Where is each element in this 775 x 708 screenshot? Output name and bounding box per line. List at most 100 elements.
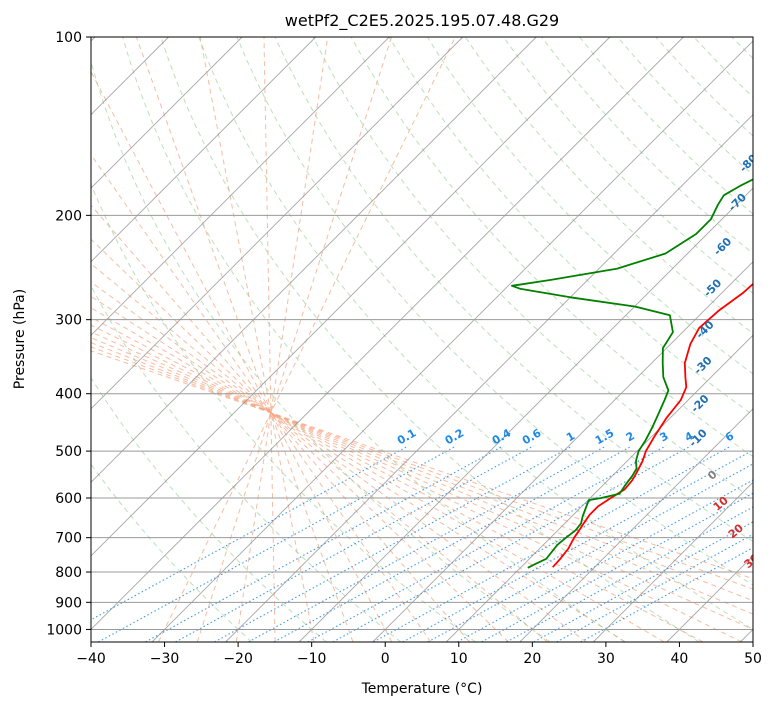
grid-lines bbox=[91, 37, 753, 642]
mixing-ratio-line bbox=[506, 506, 753, 642]
skew-line-label: -90 bbox=[758, 100, 775, 123]
skew-line-label: -40 bbox=[693, 318, 716, 341]
mixing-ratio-label: 0.6 bbox=[520, 426, 544, 447]
moist-adiabat-line bbox=[91, 153, 432, 642]
isotherm-line bbox=[91, 37, 317, 263]
moist-adiabat-line bbox=[91, 316, 704, 642]
dry-adiabat-line bbox=[770, 37, 775, 642]
mixing-ratio-line bbox=[402, 449, 753, 642]
moist-adiabat-line bbox=[91, 295, 626, 642]
dry-adiabat-line bbox=[274, 37, 753, 543]
isotherm-line bbox=[151, 40, 753, 642]
plot-frame bbox=[90, 36, 754, 643]
isotherm-line bbox=[519, 408, 753, 642]
mixing-ratio-line bbox=[481, 492, 753, 642]
skew-line-label: -100 bbox=[748, 71, 775, 100]
y-tick-label: 400 bbox=[55, 387, 82, 403]
moist-adiabat-label: 40 bbox=[758, 581, 775, 601]
isotherm-line bbox=[372, 261, 753, 642]
y-tick-label: 1000 bbox=[46, 622, 82, 638]
dewpoint-line bbox=[511, 178, 753, 569]
dry-adiabat-line bbox=[655, 37, 753, 137]
mixing-ratio-line bbox=[145, 445, 504, 642]
mixing-ratio-line bbox=[580, 547, 753, 642]
x-tick-label: 40 bbox=[671, 651, 689, 667]
mixing-ratio-label: 0.4 bbox=[490, 426, 514, 447]
moist-adiabat-line bbox=[196, 37, 392, 642]
x-tick-label: −10 bbox=[297, 651, 327, 667]
isotherm-line bbox=[91, 37, 464, 410]
isotherm-line bbox=[91, 37, 684, 631]
dry-adiabat-line bbox=[693, 37, 753, 98]
isotherm-line bbox=[592, 481, 753, 642]
mixing-ratio-label: 1 bbox=[564, 429, 577, 444]
y-axis-label: Pressure (hPa) bbox=[12, 289, 28, 389]
dry-adiabat-line bbox=[91, 463, 253, 642]
y-tick-label: 700 bbox=[55, 531, 82, 547]
x-tick-label: 0 bbox=[381, 651, 390, 667]
skew-line-label: -50 bbox=[701, 276, 724, 299]
dry-adiabat-line bbox=[91, 59, 551, 642]
moist-adiabat-line bbox=[91, 331, 753, 630]
skew-line-label: -80 bbox=[737, 152, 760, 175]
isotherm-line bbox=[445, 334, 753, 642]
isotherm-line bbox=[91, 37, 243, 189]
mixing-ratio-line bbox=[175, 445, 534, 642]
moist-adiabat-line bbox=[91, 204, 471, 642]
moist-adiabat-line bbox=[91, 346, 753, 590]
isotherm-line bbox=[91, 37, 611, 557]
dry-adiabat-line bbox=[388, 37, 753, 416]
mixing-ratio-line bbox=[273, 445, 633, 642]
mixing-ratio-line bbox=[427, 463, 753, 642]
moist-adiabat-line bbox=[91, 324, 743, 642]
dry-adiabat-line bbox=[122, 37, 625, 642]
x-tick-label: −30 bbox=[150, 651, 180, 667]
mixing-ratio-label: 3 bbox=[658, 429, 671, 444]
moist-adiabat-line bbox=[135, 37, 354, 642]
x-tick-label: −20 bbox=[223, 651, 253, 667]
x-tick-label: 30 bbox=[597, 651, 615, 667]
chart-title: wetPf2_C2E5.2025.195.07.48.G29 bbox=[285, 11, 559, 31]
isotherm-line bbox=[225, 113, 753, 642]
x-axis: −40 −30 −20 −10 0 10 20 30 40 50 bbox=[76, 642, 762, 667]
mixing-ratio-line bbox=[307, 445, 667, 642]
mixing-ratio-label: 8 bbox=[752, 429, 765, 444]
x-tick-label: 50 bbox=[744, 651, 762, 667]
x-tick-label: 10 bbox=[450, 651, 468, 667]
mixing-ratio-line bbox=[91, 445, 409, 621]
moist-adiabat-line bbox=[91, 238, 509, 642]
dry-adiabat-line bbox=[236, 37, 753, 586]
mixing-ratio-line bbox=[457, 479, 753, 642]
y-tick-label: 800 bbox=[55, 565, 82, 581]
moist-adiabat-line bbox=[91, 307, 665, 642]
skew-line-label: -20 bbox=[688, 392, 711, 415]
moist-adiabat-line bbox=[91, 350, 753, 580]
background-lines bbox=[0, 37, 775, 642]
moist-adiabat-line bbox=[91, 263, 548, 642]
moist-adiabat-line bbox=[199, 37, 315, 642]
y-tick-label: 100 bbox=[55, 30, 82, 46]
isotherm-line bbox=[298, 187, 753, 642]
moist-adiabat-label: 30 bbox=[742, 551, 762, 571]
dry-adiabat-line bbox=[91, 182, 476, 642]
temperature-line bbox=[552, 282, 753, 568]
dry-adiabat-line bbox=[91, 376, 327, 642]
mixing-ratio-line bbox=[214, 445, 573, 642]
skew-line-label: -10 bbox=[686, 426, 709, 449]
dry-adiabat-line bbox=[617, 37, 753, 176]
moist-adiabat-line bbox=[263, 37, 276, 642]
y-tick-label: 300 bbox=[55, 313, 82, 329]
skew-line-label: -30 bbox=[691, 354, 714, 377]
mixing-ratio-line bbox=[248, 445, 607, 642]
moist-adiabat-label: 0 bbox=[705, 468, 719, 483]
dry-adiabat-line bbox=[464, 37, 753, 335]
isotherm-line bbox=[666, 555, 753, 642]
dry-adiabat-line bbox=[0, 37, 65, 642]
mixing-ratio-label: 0.1 bbox=[395, 426, 418, 447]
dry-adiabat-line bbox=[502, 37, 753, 294]
y-tick-label: 900 bbox=[55, 595, 82, 611]
moist-adiabat-label: 20 bbox=[726, 521, 746, 541]
y-tick-label: 500 bbox=[55, 444, 82, 460]
skew-line-label: -60 bbox=[711, 235, 734, 258]
moist-adiabat-label: 10 bbox=[711, 494, 731, 514]
